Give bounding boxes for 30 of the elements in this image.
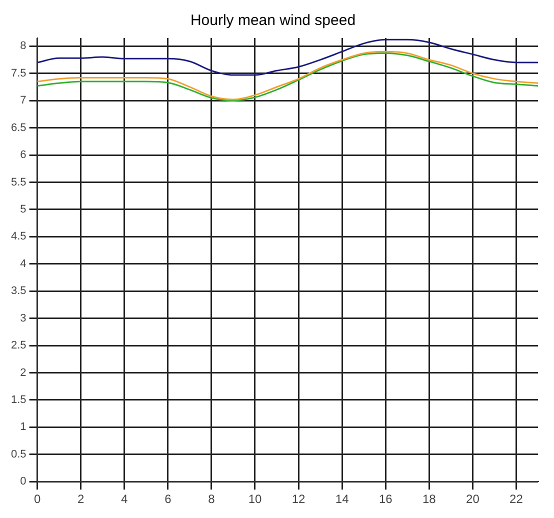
x-tick-label: 12 — [292, 492, 306, 506]
y-tick-label: 0 — [20, 476, 26, 488]
y-tick-label: 1.5 — [10, 394, 26, 406]
x-tick-label: 20 — [466, 492, 480, 506]
y-tick-label: 6.5 — [10, 122, 26, 134]
y-tick-label: 0.5 — [10, 448, 26, 460]
y-tick-label: 6 — [20, 149, 26, 162]
y-tick-label: 2.5 — [10, 340, 26, 352]
y-tick-label: 5 — [20, 203, 26, 216]
y-tick-label: 8 — [20, 40, 26, 52]
y-tick-label: 3.5 — [10, 285, 26, 298]
x-tick-label: 0 — [34, 492, 41, 506]
chart-title: Hourly mean wind speed — [190, 12, 356, 30]
x-tick-label: 10 — [248, 492, 262, 506]
x-tick-label: 14 — [335, 492, 350, 506]
y-tick-label: 7.5 — [10, 67, 26, 80]
x-tick-label: 18 — [422, 492, 436, 506]
y-tick-label: 3 — [20, 312, 26, 324]
y-tick-label: 1 — [20, 421, 26, 434]
y-tick-label: 5.5 — [10, 176, 26, 188]
y-tick-label: 2 — [20, 366, 26, 379]
y-tick-label: 4 — [20, 258, 26, 270]
y-tick-label: 4.5 — [10, 230, 26, 243]
x-tick-label: 4 — [121, 492, 128, 506]
x-tick-label: 22 — [510, 492, 524, 506]
x-tick-label: 6 — [164, 492, 172, 506]
x-tick-label: 8 — [208, 492, 216, 506]
x-tick-label: 16 — [378, 492, 393, 506]
y-tick-label: 7 — [20, 94, 26, 107]
x-tick-label: 2 — [77, 492, 84, 506]
